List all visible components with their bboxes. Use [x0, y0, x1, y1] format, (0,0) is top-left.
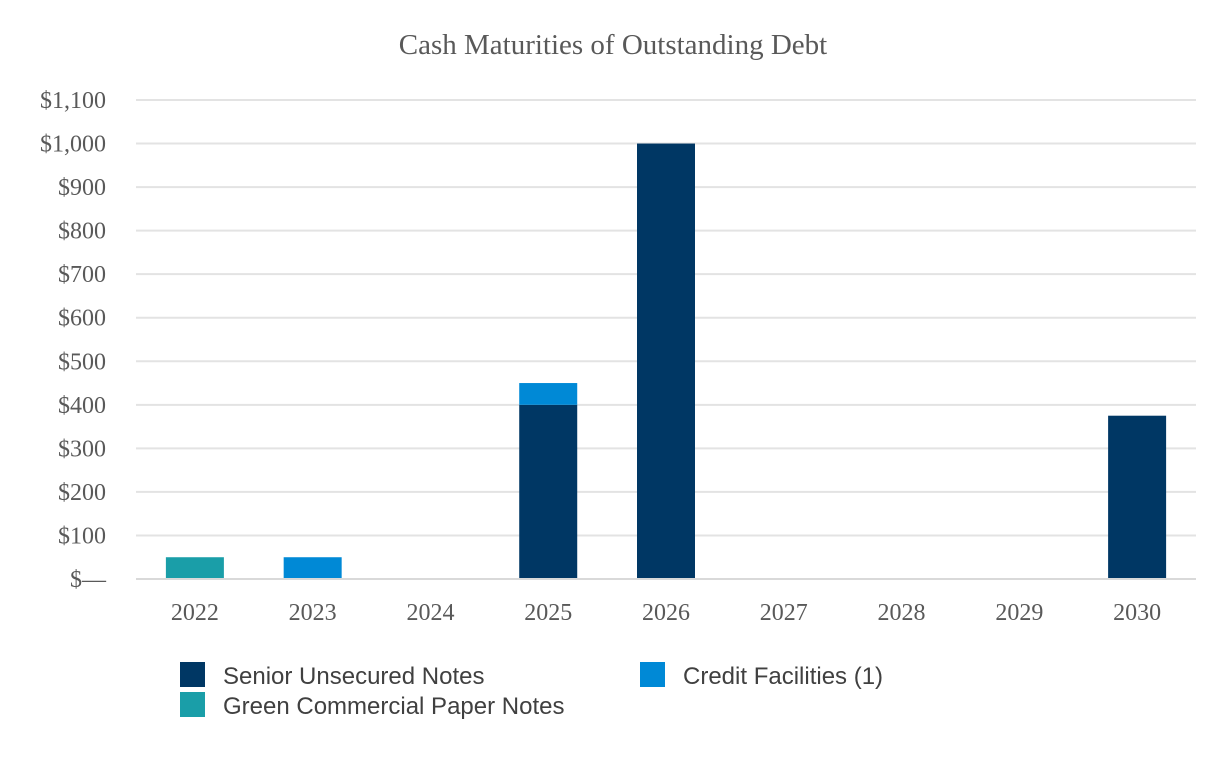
legend-label: Green Commercial Paper Notes	[223, 693, 564, 720]
x-tick-label: 2029	[995, 600, 1043, 626]
bar-2025-senior-unsecured-notes	[519, 404, 578, 579]
y-tick-label: $800	[58, 219, 106, 245]
y-tick-label: $100	[58, 523, 106, 549]
legend-label: Credit Facilities (1)	[683, 663, 883, 690]
x-tick-label: 2026	[642, 600, 690, 626]
y-tick-label: $700	[58, 262, 106, 288]
legend-swatch	[640, 662, 665, 687]
y-tick-label: $300	[58, 436, 106, 462]
bar-2025-credit-facilities-1	[519, 383, 578, 405]
y-tick-label: $500	[58, 349, 106, 375]
y-tick-label: $900	[58, 175, 106, 201]
x-tick-label: 2023	[289, 600, 337, 626]
x-tick-label: 2030	[1113, 600, 1161, 626]
y-axis-ticks: $— $100 $200 $300 $400 $500 $600 $700 $800 $900 $1…	[40, 88, 107, 593]
x-tick-label: 2027	[760, 600, 808, 626]
legend-swatch	[180, 692, 205, 717]
x-tick-label: 2024	[406, 600, 454, 626]
legend-label: Senior Unsecured Notes	[223, 663, 484, 690]
legend-item-credit-facilities-1: Credit Facilities (1)	[640, 662, 883, 690]
chart-title: Cash Maturities of Outstanding Debt	[399, 29, 828, 61]
y-tick-label: $1,100	[40, 88, 106, 114]
legend-swatch	[180, 662, 205, 687]
legend: Senior Unsecured Notes Credit Facilities …	[180, 662, 883, 720]
x-tick-label: 2025	[524, 600, 572, 626]
x-tick-label: 2028	[878, 600, 926, 626]
y-tick-label: $—	[70, 567, 107, 593]
bars	[165, 143, 1167, 579]
bar-2030-senior-unsecured-notes	[1108, 415, 1167, 579]
y-tick-label: $200	[58, 480, 106, 506]
bar-2026-senior-unsecured-notes	[637, 143, 695, 579]
x-axis-ticks: 2022 2023 2024 2025 2026 2027 2028 2029 2030	[171, 600, 1161, 626]
y-tick-label: $400	[58, 393, 106, 419]
y-tick-label: $1,000	[40, 132, 106, 158]
x-tick-label: 2022	[171, 600, 219, 626]
bar-2022-green-commercial-paper-notes	[165, 557, 224, 579]
legend-item-senior-unsecured-notes: Senior Unsecured Notes	[180, 662, 484, 690]
legend-item-green-commercial-paper-notes: Green Commercial Paper Notes	[180, 692, 564, 720]
y-tick-label: $600	[58, 306, 106, 332]
bar-2023-credit-facilities-1	[283, 557, 342, 579]
